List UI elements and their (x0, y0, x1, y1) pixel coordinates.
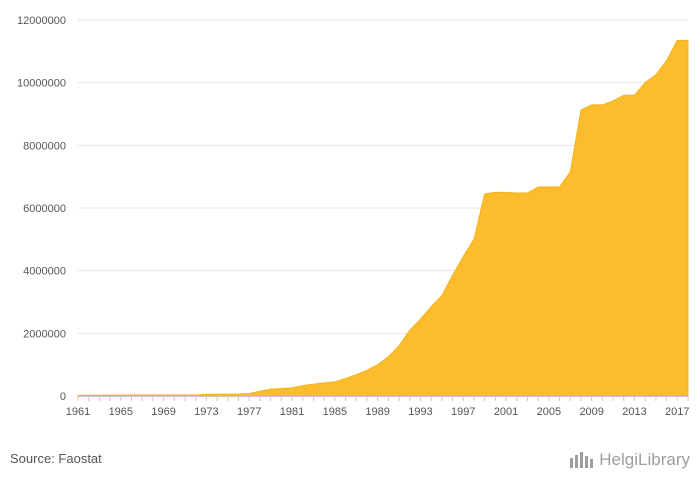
x-tick-label: 1977 (237, 406, 261, 418)
x-axis: 1961 1965 1969 1973 1977 1981 1985 1989 1993 1997… (66, 396, 690, 418)
area-series (77, 39, 689, 397)
x-tick-label: 1969 (151, 406, 175, 418)
x-tick-label: 1989 (365, 406, 389, 418)
x-tick-label: 1985 (323, 406, 347, 418)
y-tick-label: 10000000 (17, 78, 66, 90)
y-tick-label: 12000000 (17, 15, 66, 27)
x-tick-label: 1993 (408, 406, 432, 418)
y-axis-labels: 0 2000000 4000000 6000000 8000000 10000000 120… (17, 15, 66, 403)
brand-name-part2: Library (638, 450, 690, 469)
y-tick-label: 6000000 (23, 203, 66, 215)
x-tick-label: 1997 (451, 406, 475, 418)
y-tick-label: 2000000 (23, 328, 66, 340)
x-tick-label: 2017 (665, 406, 689, 418)
x-tick-label: 2009 (579, 406, 603, 418)
y-tick-label: 0 (60, 391, 66, 403)
x-tick-label: 1961 (66, 406, 90, 418)
source-note: Source: Faostat (10, 451, 102, 466)
y-tick-label: 4000000 (23, 266, 66, 278)
x-tick-label: 2013 (622, 406, 646, 418)
area-chart: 0 2000000 4000000 6000000 8000000 10000000 120… (17, 15, 690, 418)
library-icon (570, 452, 594, 468)
x-tick-label: 1981 (280, 406, 304, 418)
y-tick-label: 8000000 (23, 140, 66, 152)
brand-name-part1: Helgi (599, 450, 639, 469)
x-tick-label: 2005 (537, 406, 561, 418)
x-tick-label: 2001 (494, 406, 518, 418)
brand-logo: Helgi Library (569, 448, 690, 472)
x-tick-label: 1973 (194, 406, 218, 418)
x-tick-label: 1965 (109, 406, 133, 418)
